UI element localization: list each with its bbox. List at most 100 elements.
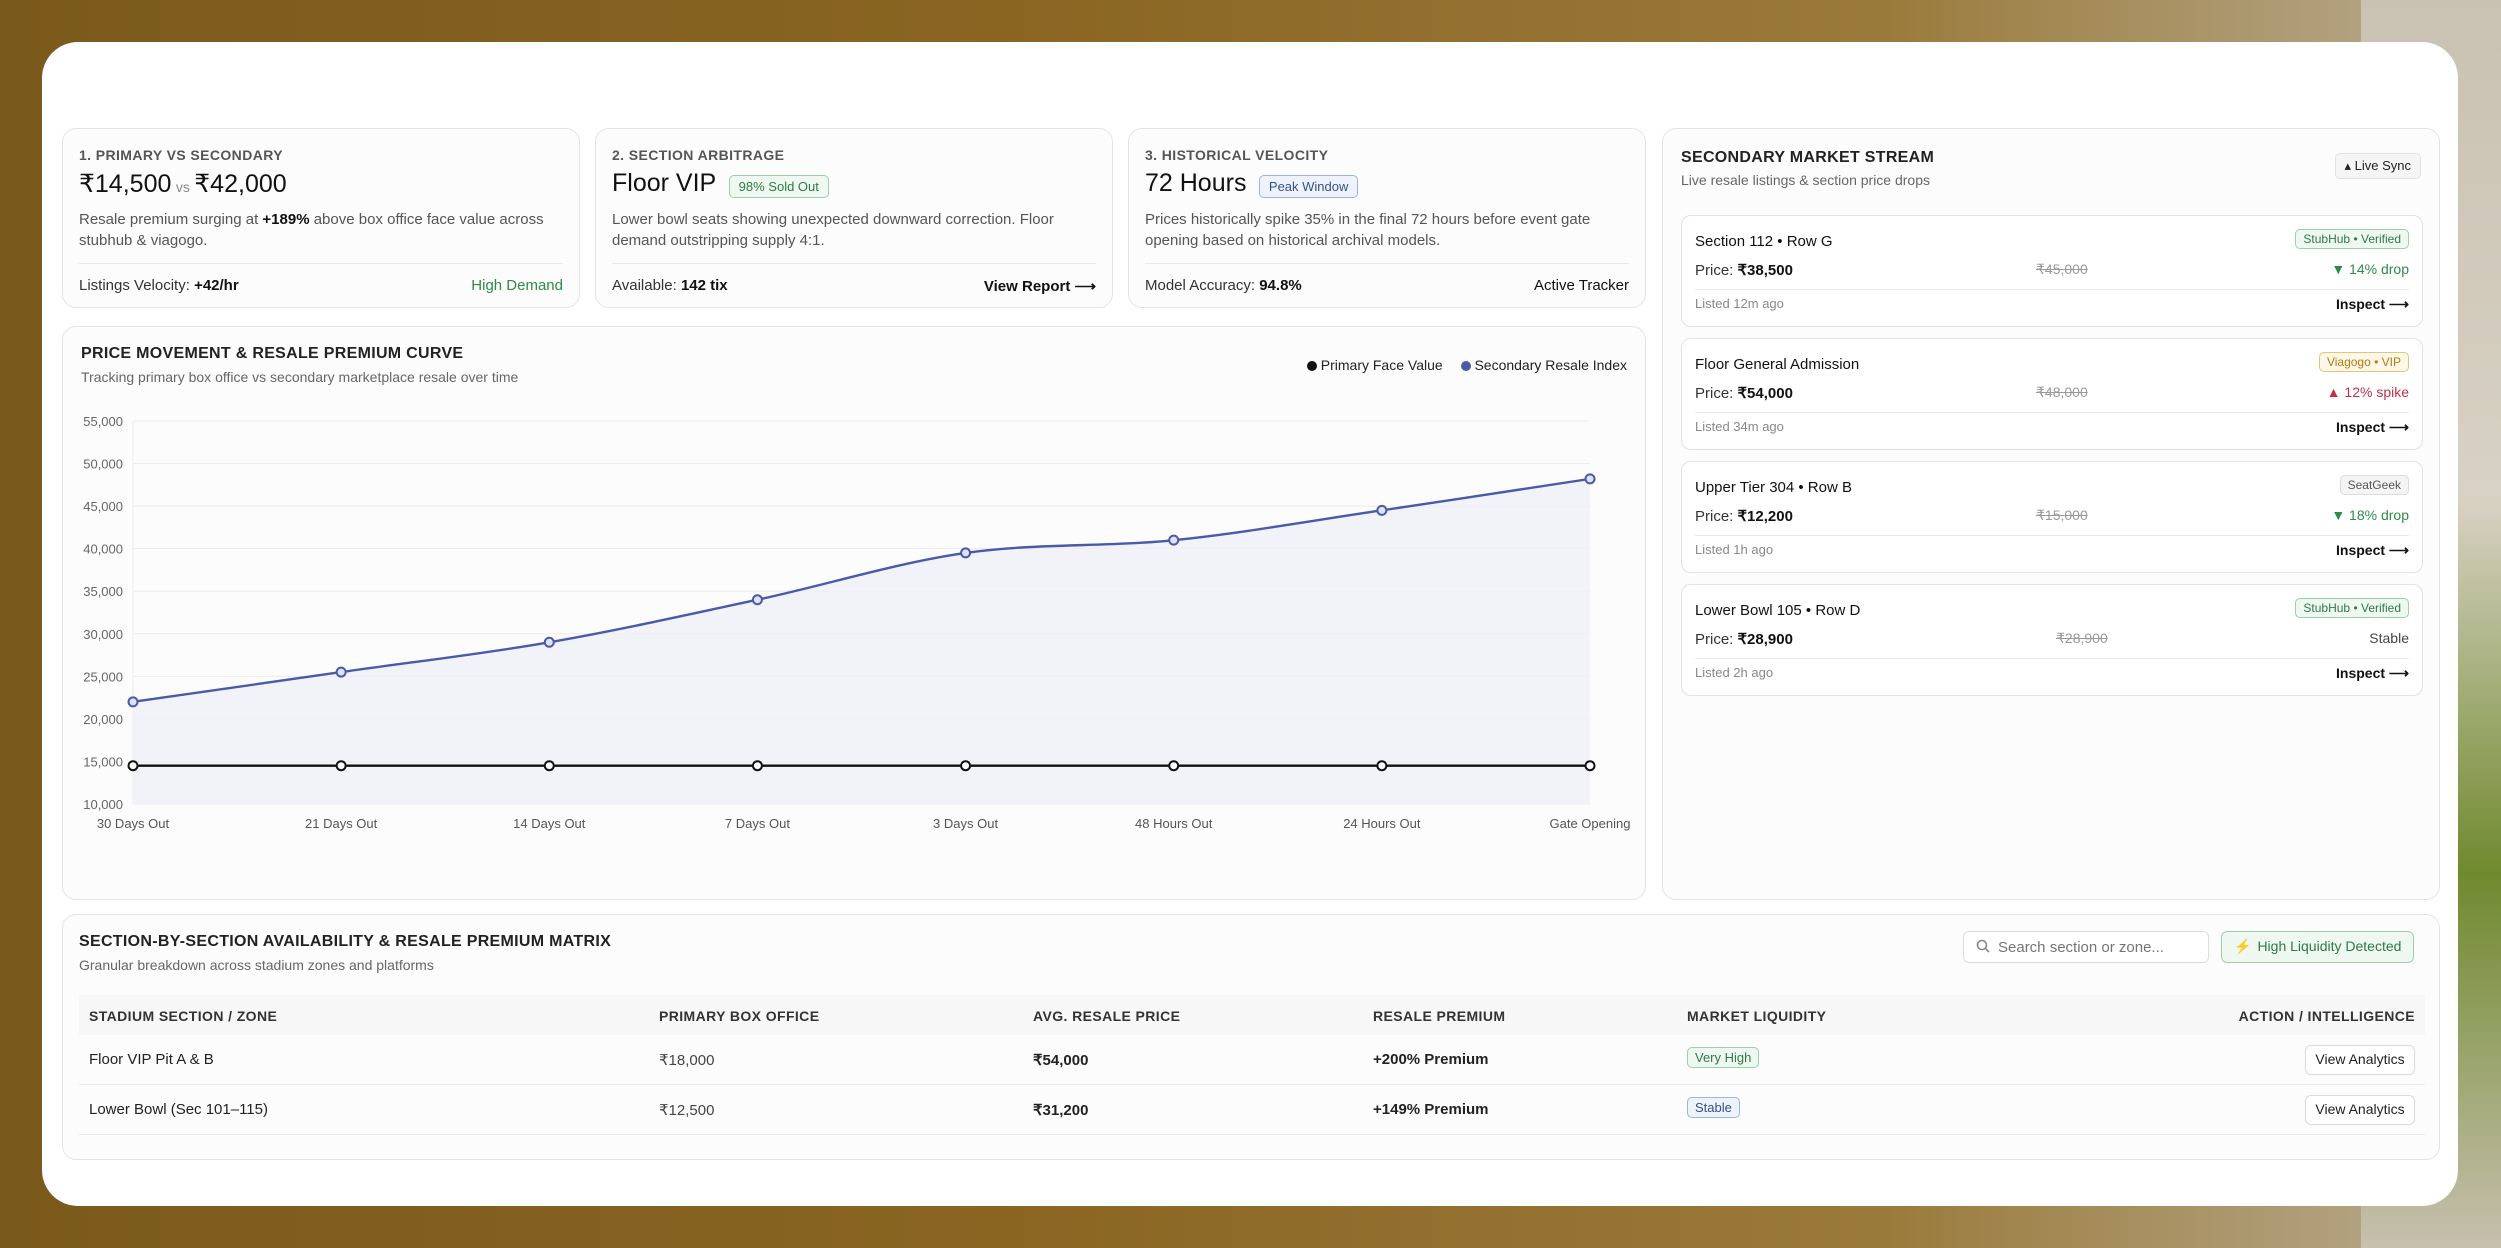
- demand-status: High Demand: [471, 277, 563, 294]
- x-tick-label: 21 Days Out: [305, 816, 378, 831]
- primary-cell: ₹12,500: [659, 1102, 715, 1119]
- x-tick-label: Gate Opening: [1550, 816, 1631, 831]
- x-tick-label: 24 Hours Out: [1343, 816, 1421, 831]
- live-sync-button[interactable]: ▴ Live Sync: [2334, 153, 2421, 179]
- legend-secondary-label: Secondary Resale Index: [1474, 357, 1627, 373]
- platform-badge-label: SeatGeek: [2339, 475, 2409, 495]
- y-tick-label: 25,000: [83, 669, 123, 684]
- secondary-data-point: [1584, 473, 1596, 485]
- active-tracker-link[interactable]: Active Tracker: [1533, 277, 1629, 294]
- headline-value: Floor VIP: [612, 169, 717, 197]
- matrix-title: SECTION-BY-SECTION AVAILABILITY & RESALE…: [79, 933, 612, 950]
- divider: [1695, 289, 2409, 290]
- primary-data-point: [1376, 760, 1388, 772]
- primary-vs-secondary-card: 1. PRIMARY VS SECONDARY ₹14,500 vs ₹42,0…: [62, 128, 580, 308]
- headline-row: 72 Hours Peak Window: [1145, 169, 1359, 199]
- footer-label: Listings Velocity:: [79, 277, 195, 294]
- headline-value: 72 Hours: [1145, 169, 1247, 197]
- primary-data-point: [127, 760, 139, 772]
- secondary-data-point: [960, 547, 972, 559]
- secondary-data-point: [127, 696, 139, 708]
- card-description: Lower bowl seats showing unexpected down…: [612, 211, 1054, 249]
- column-header-primary: PRIMARY BOX OFFICE: [659, 1008, 820, 1024]
- stream-listing[interactable]: Lower Bowl 105 • Row D StubHub • Verified…: [1681, 584, 2423, 696]
- price-change: ▼ 18% drop: [2331, 507, 2409, 523]
- platform-badge: StubHub • Verified: [2295, 598, 2409, 618]
- high-liquidity-label: High Liquidity Detected: [2257, 938, 2402, 954]
- stream-listing[interactable]: Floor General Admission Viagogo • VIP Pric…: [1681, 338, 2423, 450]
- view-report-link[interactable]: View Report ⟶: [983, 278, 1096, 295]
- legend-primary-dot: [1306, 361, 1317, 372]
- matrix-subtitle: Granular breakdown across stadium zones …: [79, 957, 434, 973]
- stream-title: SECONDARY MARKET STREAM: [1681, 149, 1935, 166]
- secondary-data-point: [543, 636, 555, 648]
- primary-data-point: [1584, 760, 1596, 772]
- column-header-liquidity: MARKET LIQUIDITY: [1687, 1008, 1827, 1024]
- primary-data-point: [543, 760, 555, 772]
- price-label: Price:: [1695, 631, 1738, 648]
- model-accuracy: Model Accuracy: 94.8%: [1145, 277, 1302, 294]
- desc-text: Resale premium surging at: [79, 211, 263, 228]
- listing-price: Price: ₹38,500: [1695, 261, 1793, 279]
- primary-data-point: [751, 760, 763, 772]
- matrix-header: STADIUM SECTION / ZONE PRIMARY BOX OFFIC…: [79, 1008, 2425, 1028]
- platform-badge: StubHub • Verified: [2295, 229, 2409, 249]
- legend-secondary-dot: [1460, 361, 1471, 372]
- listing-price: Price: ₹12,200: [1695, 507, 1793, 525]
- footer-label: Model Accuracy:: [1145, 277, 1260, 294]
- y-tick-label: 50,000: [83, 457, 123, 472]
- price-label: Price:: [1695, 508, 1738, 525]
- footer-value: +42/hr: [194, 277, 239, 294]
- lightning-icon: ⚡: [2234, 938, 2252, 954]
- price-change: ▼ 14% drop: [2331, 261, 2409, 277]
- secondary-data-point: [335, 666, 347, 678]
- section-cell: Floor VIP Pit A & B: [89, 1051, 214, 1068]
- card-description: Resale premium surging at +189% above bo…: [79, 209, 569, 251]
- primary-data-point: [1168, 760, 1180, 772]
- divider: [1695, 658, 2409, 659]
- search-input[interactable]: [1998, 936, 2198, 958]
- premium-cell: +200% Premium: [1373, 1051, 1489, 1068]
- liquidity-badge: Very High: [1687, 1047, 1760, 1068]
- historical-velocity-card: 3. HISTORICAL VELOCITY 72 Hours Peak Win…: [1128, 128, 1646, 308]
- stream-listing[interactable]: Upper Tier 304 • Row B SeatGeek Price: ₹12…: [1681, 461, 2423, 573]
- inspect-link[interactable]: Inspect ⟶: [2336, 542, 2409, 558]
- inspect-link[interactable]: Inspect ⟶: [2336, 296, 2409, 312]
- desc-text: above box office face value across stubh…: [79, 211, 544, 249]
- listing-price: Price: ₹54,000: [1695, 384, 1793, 402]
- listed-time: Listed 34m ago: [1695, 419, 1784, 434]
- inspect-link[interactable]: Inspect ⟶: [2336, 665, 2409, 681]
- view-analytics-button[interactable]: View Analytics: [2305, 1095, 2415, 1125]
- card-eyebrow: 2. SECTION ARBITRAGE: [612, 147, 785, 163]
- search-box[interactable]: [1963, 931, 2209, 963]
- stream-listing[interactable]: Section 112 • Row G StubHub • Verified Pri…: [1681, 215, 2423, 327]
- column-header-premium: RESALE PREMIUM: [1373, 1008, 1506, 1024]
- divider: [612, 263, 1096, 264]
- high-liquidity-button[interactable]: ⚡ High Liquidity Detected: [2221, 931, 2415, 963]
- liquidity-badge: Stable: [1687, 1097, 1740, 1118]
- chart-subtitle: Tracking primary box office vs secondary…: [81, 369, 519, 385]
- search-icon: [1976, 939, 1990, 958]
- dashboard-frame: 1. PRIMARY VS SECONDARY ₹14,500 vs ₹42,0…: [42, 42, 2458, 1206]
- old-price: ₹48,000: [2036, 384, 2088, 400]
- column-header-action: ACTION / INTELLIGENCE: [2238, 1008, 2415, 1024]
- divider: [1145, 263, 1629, 264]
- price-label: Price:: [1695, 385, 1738, 402]
- x-tick-label: 3 Days Out: [933, 816, 998, 831]
- x-tick-label: 14 Days Out: [513, 816, 586, 831]
- stream-subtitle: Live resale listings & section price dro…: [1681, 172, 1931, 188]
- desc-highlight: +189%: [262, 211, 310, 228]
- listing-name: Upper Tier 304 • Row B: [1695, 479, 1852, 496]
- y-tick-label: 40,000: [83, 542, 123, 557]
- price-value: ₹38,500: [1737, 262, 1793, 279]
- secondary-market-stream-card: SECONDARY MARKET STREAM Live resale list…: [1662, 128, 2440, 900]
- listing-name: Lower Bowl 105 • Row D: [1695, 602, 1861, 619]
- price-value: ₹54,000: [1737, 385, 1793, 402]
- legend-primary-label: Primary Face Value: [1320, 357, 1443, 373]
- divider: [1695, 535, 2409, 536]
- view-analytics-button[interactable]: View Analytics: [2305, 1045, 2415, 1075]
- secondary-price: ₹42,000: [194, 170, 287, 198]
- listing-name: Section 112 • Row G: [1695, 233, 1833, 250]
- chart-title: PRICE MOVEMENT & RESALE PREMIUM CURVE: [81, 345, 464, 362]
- inspect-link[interactable]: Inspect ⟶: [2336, 419, 2409, 435]
